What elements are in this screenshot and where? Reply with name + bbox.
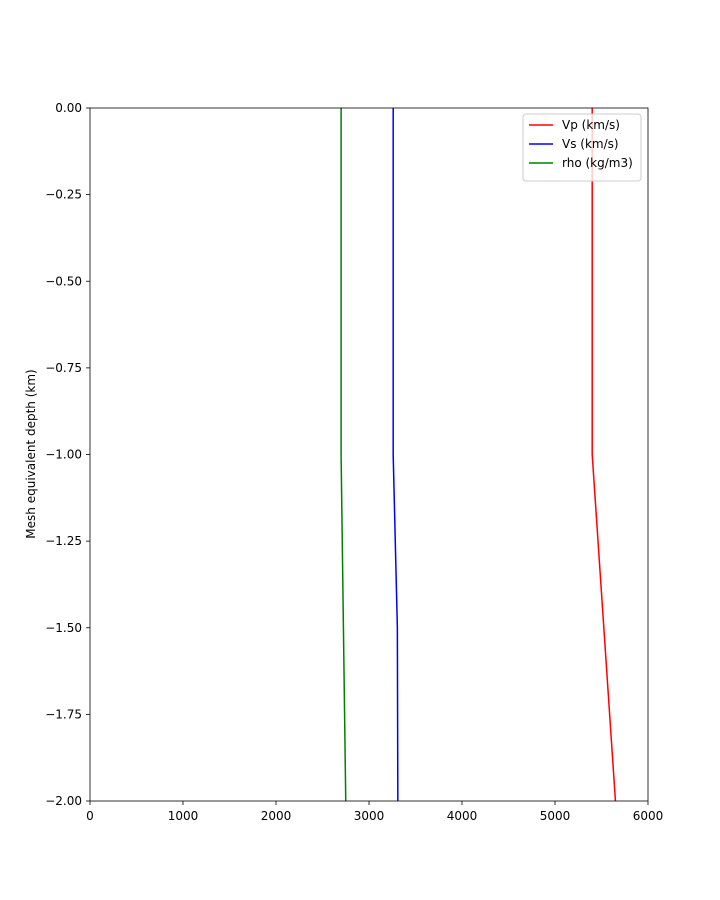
x-tick-label: 6000 — [633, 809, 664, 823]
y-tick-label: −2.00 — [45, 794, 82, 808]
x-tick-label: 0 — [86, 809, 94, 823]
y-axis-label: Mesh equivalent depth (km) — [24, 369, 38, 538]
legend-label: Vs (km/s) — [562, 137, 619, 151]
y-tick-label: −1.50 — [45, 621, 82, 635]
axes-layer: 0 1000 2000 3000 4000 5000 6000 0.00 −0.25 −0.50 −… — [45, 101, 663, 823]
legend-box — [522, 113, 642, 182]
y-tick-label: −0.25 — [45, 188, 82, 202]
x-tick-label: 3000 — [354, 809, 385, 823]
x-tick-label: 2000 — [261, 809, 292, 823]
y-tick-label: 0.00 — [55, 101, 82, 115]
y-tick-label: −1.00 — [45, 448, 82, 462]
y-tick-label: −1.75 — [45, 707, 82, 721]
y-tick-label: −0.50 — [45, 274, 82, 288]
y-tick-label: −1.25 — [45, 534, 82, 548]
y-tick-label: −0.75 — [45, 361, 82, 375]
legend-label: Vp (km/s) — [562, 118, 620, 132]
x-tick-label: 4000 — [447, 809, 478, 823]
series-layer — [340, 108, 617, 802]
x-tick-label: 1000 — [168, 809, 199, 823]
x-tick-label: 5000 — [540, 809, 571, 823]
legend-label: rho (kg/m3) — [562, 156, 633, 170]
series-line-1 — [392, 108, 399, 802]
series-line-2 — [340, 108, 347, 802]
series-line-0 — [591, 108, 617, 802]
legend: Vp (km/s) Vs (km/s) rho (kg/m3) — [522, 113, 642, 182]
